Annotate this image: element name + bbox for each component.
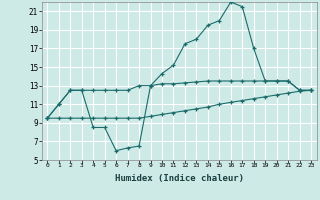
- X-axis label: Humidex (Indice chaleur): Humidex (Indice chaleur): [115, 174, 244, 183]
